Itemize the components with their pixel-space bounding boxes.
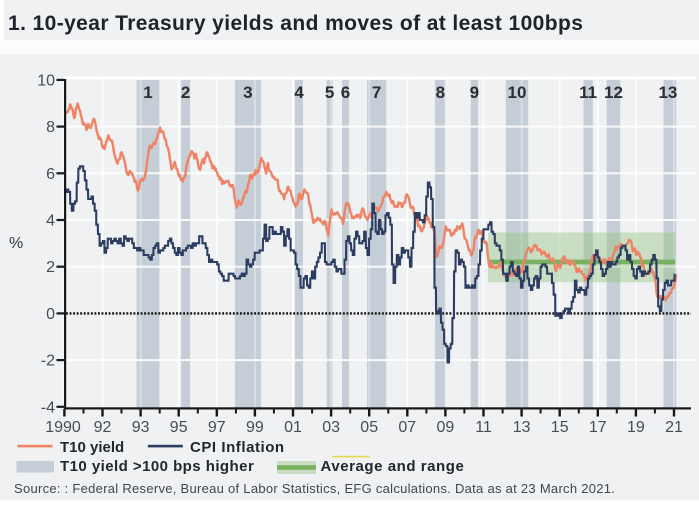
svg-text:12: 12 [604,83,623,102]
svg-text:95: 95 [170,419,188,436]
svg-text:1990: 1990 [45,419,81,436]
svg-text:03: 03 [322,419,340,436]
svg-text:Source: : Federal Reserve, Bur: Source: : Federal Reserve, Bureau of Lab… [14,481,615,496]
svg-text:05: 05 [360,419,378,436]
svg-text:-2: -2 [41,353,55,370]
svg-text:2: 2 [46,259,55,276]
svg-text:07: 07 [398,419,416,436]
svg-text:13: 13 [658,83,677,102]
svg-text:19: 19 [627,419,645,436]
svg-text:7: 7 [372,83,381,102]
svg-text:10: 10 [508,83,527,102]
svg-text:2: 2 [181,83,190,102]
svg-text:97: 97 [208,419,226,436]
svg-text:4: 4 [294,83,304,102]
svg-text:6: 6 [341,83,350,102]
svg-text:-4: -4 [41,399,55,416]
svg-text:5: 5 [325,83,334,102]
svg-text:T10 yield >100 bps higher: T10 yield >100 bps higher [60,458,254,475]
svg-text:11: 11 [579,83,597,102]
svg-text:15: 15 [551,419,569,436]
svg-text:%: % [9,235,23,252]
svg-text:92: 92 [94,419,112,436]
svg-text:1. 10-year Treasury yields and: 1. 10-year Treasury yields and moves of … [8,12,583,35]
svg-text:8: 8 [46,119,55,136]
svg-text:6: 6 [46,166,55,183]
svg-text:T10 yield: T10 yield [60,439,124,456]
svg-text:13: 13 [513,419,531,436]
svg-text:17: 17 [589,419,607,436]
svg-text:10: 10 [37,72,55,89]
svg-text:3: 3 [243,83,252,102]
svg-text:9: 9 [470,83,479,102]
svg-text:4: 4 [46,213,55,230]
svg-text:21: 21 [665,419,683,436]
svg-text:0: 0 [46,306,55,323]
svg-text:Average and range: Average and range [321,458,465,475]
svg-text:99: 99 [246,419,264,436]
svg-text:CPI Inflation: CPI Inflation [190,439,285,456]
svg-text:1: 1 [143,83,152,102]
svg-text:11: 11 [475,419,492,436]
svg-text:09: 09 [437,419,455,436]
svg-text:01: 01 [284,419,302,436]
svg-text:93: 93 [132,419,150,436]
svg-text:8: 8 [436,83,445,102]
